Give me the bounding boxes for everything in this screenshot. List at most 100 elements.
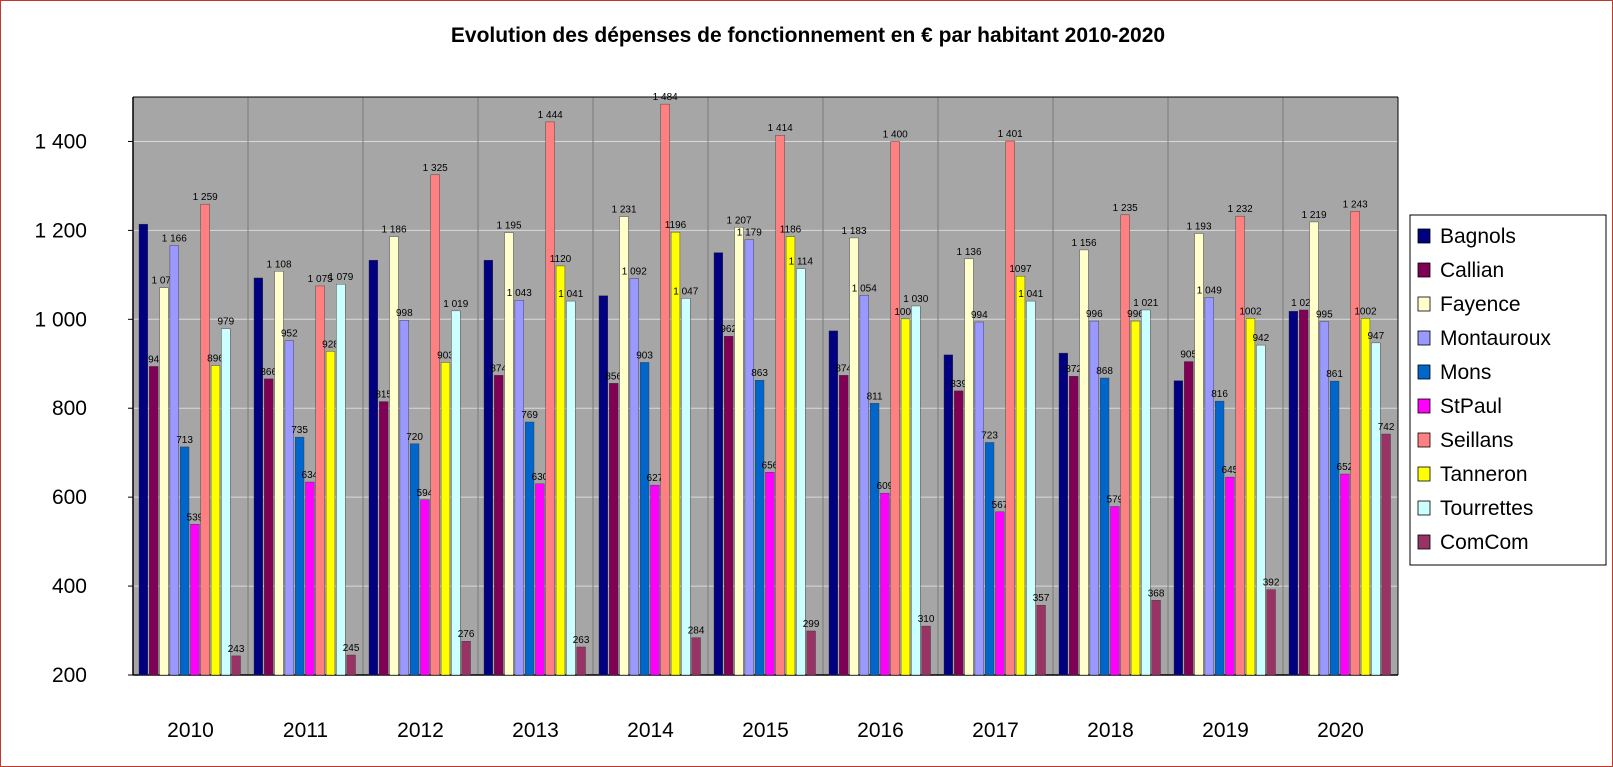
data-label: 539 — [187, 512, 204, 523]
data-label: 998 — [396, 308, 413, 319]
data-label: 1 114 — [789, 257, 814, 268]
data-label: 630 — [532, 472, 549, 483]
legend-swatch — [1417, 296, 1431, 312]
bar-montauroux-2019 — [1204, 297, 1214, 676]
bar-comcom-2012 — [461, 641, 471, 676]
legend-swatch — [1417, 534, 1431, 550]
bar-montauroux-2020 — [1319, 321, 1329, 676]
legend-label: Tourrettes — [1440, 497, 1533, 520]
bar-comcom-2017 — [1036, 604, 1046, 676]
legend-swatch — [1417, 262, 1431, 278]
bar-montauroux-2012 — [399, 319, 409, 676]
data-label: 720 — [406, 432, 423, 443]
bar-fayence-2014 — [619, 216, 629, 676]
bar-mons-2011 — [295, 436, 305, 676]
bar-bagnols-2020 — [1288, 311, 1299, 676]
bar-mons-2015 — [755, 380, 765, 676]
bar-tanneron-2019 — [1245, 318, 1256, 676]
data-label: 903 — [636, 350, 653, 361]
bar-stpaul-2010 — [190, 524, 200, 676]
bar-tanneron-2020 — [1360, 318, 1371, 676]
data-label: 1 325 — [423, 163, 448, 174]
data-label: 905 — [1180, 350, 1197, 361]
bar-bagnols-2015 — [713, 252, 724, 676]
bar-callian-2011 — [264, 378, 274, 676]
legend-label: Mons — [1440, 361, 1491, 384]
x-tick-label: 2020 — [1317, 719, 1364, 742]
bar-stpaul-2017 — [995, 511, 1005, 676]
data-label: 1 041 — [1018, 289, 1043, 300]
bar-tourrettes-2018 — [1141, 309, 1151, 676]
plot-area: 200 400 600 800 1 000 1 200 1 400 2010 2011 2012 2… — [34, 92, 1399, 742]
legend-swatch — [1417, 364, 1431, 380]
data-label: 579 — [1107, 494, 1124, 505]
data-label: 94 — [148, 354, 160, 365]
data-label: 1 021 — [1291, 298, 1316, 309]
bar-stpaul-2016 — [880, 492, 890, 676]
y-tick-label: 1 000 — [34, 308, 87, 331]
data-label: 1 401 — [998, 129, 1023, 140]
data-label: 1 166 — [162, 234, 187, 245]
chart-title: Evolution des dépenses de fonctionnement… — [451, 24, 1165, 47]
bar-montauroux-2011 — [284, 340, 294, 676]
legend-label: Callian — [1440, 259, 1504, 282]
bar-tanneron-2012 — [440, 362, 451, 676]
bar-tanneron-2016 — [900, 318, 911, 676]
data-label: 1 021 — [1133, 298, 1158, 309]
data-label: 928 — [322, 339, 339, 350]
bar-callian-2012 — [379, 401, 389, 676]
bar-stpaul-2012 — [420, 499, 430, 676]
legend-label: Bagnols — [1440, 225, 1516, 248]
data-label: 263 — [573, 635, 590, 646]
bar-tanneron-2010 — [210, 365, 221, 676]
legend-label: Tanneron — [1440, 463, 1528, 486]
bar-tourrettes-2019 — [1256, 344, 1266, 676]
bar-fayence-2010 — [159, 287, 169, 676]
data-label: 816 — [1211, 389, 1228, 400]
data-label: 769 — [521, 410, 538, 421]
bar-mons-2016 — [870, 403, 880, 676]
data-label: 872 — [1065, 364, 1082, 375]
data-label: 952 — [281, 329, 298, 340]
bar-comcom-2015 — [806, 630, 816, 676]
y-tick-label: 1 200 — [34, 219, 87, 242]
data-label: 1 484 — [653, 92, 678, 103]
legend-label: Montauroux — [1440, 327, 1551, 350]
bar-seillans-2015 — [775, 135, 785, 676]
data-label: 868 — [1096, 366, 1113, 377]
data-label: 1 043 — [507, 288, 532, 299]
bar-fayence-2016 — [849, 237, 859, 676]
bar-mons-2014 — [640, 362, 650, 676]
bar-tourrettes-2013 — [566, 300, 576, 676]
data-label: 1 049 — [1197, 286, 1222, 297]
data-label: 1 179 — [737, 228, 762, 239]
bar-seillans-2020 — [1350, 211, 1360, 676]
bar-seillans-2013 — [545, 121, 555, 676]
data-label: 1 108 — [266, 259, 291, 270]
data-label: 742 — [1378, 422, 1395, 433]
data-label: 1 219 — [1301, 210, 1326, 221]
bar-seillans-2012 — [430, 174, 440, 676]
bar-callian-2015 — [724, 336, 734, 676]
data-label: 310 — [918, 614, 935, 625]
bar-bagnols-2011 — [253, 277, 264, 676]
bar-callian-2014 — [609, 383, 619, 676]
bar-tanneron-2015 — [785, 236, 796, 676]
x-tick-label: 2014 — [627, 719, 674, 742]
bar-bagnols-2010 — [138, 223, 149, 676]
bar-tourrettes-2020 — [1371, 342, 1381, 676]
legend-swatch — [1417, 228, 1431, 244]
bar-callian-2017 — [954, 390, 964, 676]
bar-tourrettes-2012 — [451, 310, 461, 676]
data-label: 1 400 — [883, 129, 908, 140]
bar-callian-2016 — [839, 375, 849, 676]
data-label: 811 — [867, 391, 883, 402]
data-label: 1 414 — [768, 123, 793, 134]
data-label: 1 092 — [622, 266, 647, 277]
bar-fayence-2019 — [1194, 233, 1204, 676]
data-label: 392 — [1263, 578, 1280, 589]
data-label: 861 — [1326, 369, 1343, 380]
data-label: 594 — [417, 488, 434, 499]
data-label: 645 — [1222, 465, 1239, 476]
